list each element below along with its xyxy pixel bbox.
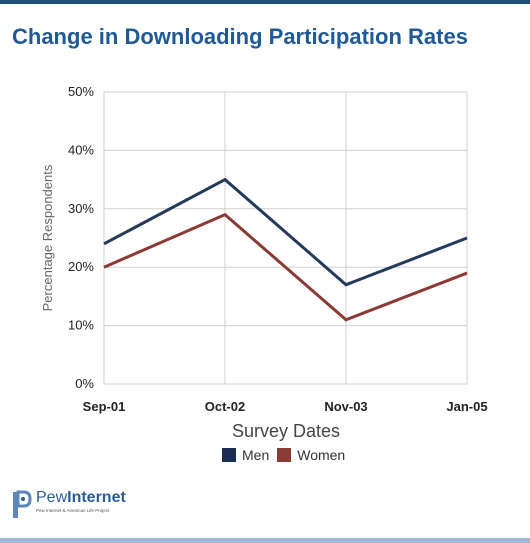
logo-name: PewInternet	[36, 489, 126, 506]
y-tick-label: 10%	[68, 318, 94, 333]
y-axis-label: Percentage Respondents	[40, 164, 55, 311]
logo-subtitle: Pew Internet & American Life Project	[36, 508, 110, 513]
x-tick-label: Oct-02	[205, 399, 245, 414]
series-line-women	[103, 212, 468, 322]
y-tick-label: 40%	[68, 142, 94, 157]
x-axis-ticks: Sep-01 Oct-02 Nov-03 Jan-05	[83, 399, 488, 414]
legend-swatch-men	[222, 448, 236, 462]
legend-swatch-women	[277, 448, 292, 462]
top-rule	[0, 0, 530, 4]
legend-label-men: Men	[242, 447, 270, 463]
bottom-rule	[0, 538, 530, 543]
plot-area	[103, 91, 468, 385]
x-tick-label: Sep-01	[83, 399, 126, 414]
chart-title: Change in Downloading Participation Rate…	[12, 24, 468, 49]
grid	[103, 91, 468, 385]
y-tick-label: 20%	[68, 259, 94, 274]
legend-label-women: Women	[297, 447, 346, 463]
y-tick-label: 30%	[68, 201, 94, 216]
x-tick-label: Nov-03	[324, 399, 367, 414]
legend-item-women: Women	[277, 447, 345, 463]
line-chart: 0% 10% 20% 30% 40% 50% Sep-01 Oct-02 Nov-03 Jan-…	[40, 84, 488, 441]
pew-logo-icon	[13, 490, 32, 518]
y-axis-ticks: 0% 10% 20% 30% 40% 50%	[68, 84, 94, 391]
legend-item-men: Men	[222, 447, 269, 463]
series-line-men	[103, 177, 468, 287]
series-lines	[103, 177, 468, 322]
x-tick-label: Jan-05	[446, 399, 487, 414]
pew-internet-logo: PewInternet Pew Internet & American Life…	[12, 489, 126, 521]
y-tick-label: 50%	[68, 84, 94, 99]
legend: Men Women	[222, 446, 353, 464]
y-tick-label: 0%	[75, 376, 94, 391]
x-axis-label: Survey Dates	[232, 421, 340, 441]
